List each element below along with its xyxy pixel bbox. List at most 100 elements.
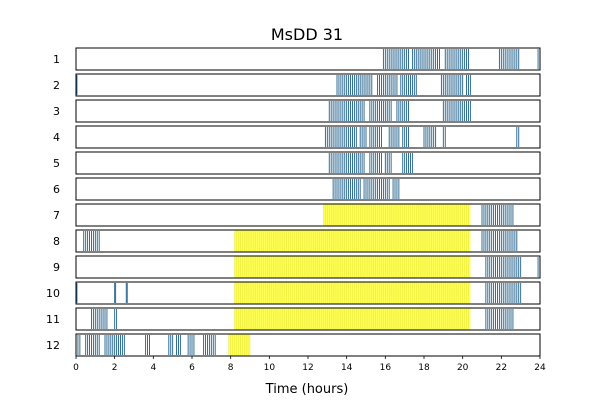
activity-bout: [324, 127, 357, 147]
activity-bout: [400, 75, 417, 95]
x-axis-label: Time (hours): [265, 382, 349, 397]
activity-bout: [485, 257, 522, 277]
day-row-9: 9: [53, 255, 541, 279]
row-frame: [75, 229, 541, 253]
activity-bout: [444, 49, 469, 69]
activity-bout: [110, 335, 125, 355]
row-frame: [75, 255, 541, 279]
activity-bout: [377, 179, 390, 199]
row-label: 10: [46, 287, 60, 300]
activity-bout: [392, 179, 400, 199]
row-label: 3: [53, 105, 60, 118]
row-frame: [75, 73, 541, 97]
activity-bout: [481, 231, 518, 251]
x-tick-label: 18: [418, 363, 430, 373]
activity-bout: [423, 127, 437, 147]
activity-bout: [336, 75, 373, 95]
activity-bout: [396, 101, 409, 121]
activity-bout: [83, 231, 100, 251]
row-frame: [75, 307, 541, 331]
activity-bout: [203, 335, 216, 355]
activity-bout: [114, 309, 118, 329]
activity-bout: [104, 335, 110, 355]
day-row-4: 4: [53, 125, 541, 149]
activity-bout: [359, 127, 367, 147]
activity-bout: [481, 205, 514, 225]
activity-bout: [91, 309, 108, 329]
activity-bout: [114, 283, 117, 303]
activity-bout: [442, 127, 446, 147]
row-label: 1: [53, 53, 60, 66]
day-row-7: 7: [53, 203, 541, 227]
activity-bout: [168, 335, 174, 355]
day-row-12: 12: [46, 333, 541, 357]
day-row-3: 3: [53, 99, 541, 123]
row-label: 5: [53, 157, 60, 170]
highlight-texture: [234, 257, 469, 277]
row-frame: [75, 203, 541, 227]
activity-bout: [369, 127, 382, 147]
row-label: 12: [46, 339, 60, 352]
row-label: 11: [46, 313, 60, 326]
highlight-texture: [234, 309, 469, 329]
activity-bout: [369, 153, 382, 173]
day-row-2: 2: [53, 73, 541, 97]
activity-bout: [377, 75, 398, 95]
activity-bout: [328, 153, 365, 173]
x-tick-label: 2: [112, 363, 118, 373]
x-tick-label: 14: [341, 363, 353, 373]
x-tick-label: 20: [457, 363, 469, 373]
highlight-texture: [234, 283, 469, 303]
activity-bout: [369, 101, 392, 121]
activity-bout: [328, 101, 365, 121]
x-tick-label: 10: [264, 363, 276, 373]
activity-bout: [145, 335, 150, 355]
activity-bout: [176, 335, 181, 355]
activity-bout: [485, 309, 514, 329]
day-row-6: 6: [53, 177, 541, 201]
activity-bout: [332, 179, 361, 199]
activity-bout: [85, 335, 100, 355]
day-row-11: 11: [46, 307, 541, 331]
row-label: 9: [53, 261, 60, 274]
row-frame: [75, 99, 541, 123]
x-axis: 0 2 4 6 8 10 12 14 16 18 20 22 24: [73, 356, 546, 373]
day-row-10: 10: [46, 281, 541, 305]
day-row-5: 5: [53, 151, 541, 175]
row-frame: [75, 47, 541, 71]
row-label: 7: [53, 209, 60, 222]
x-tick-label: 12: [302, 363, 313, 373]
row-frame: [75, 125, 541, 149]
activity-bout: [466, 75, 471, 95]
x-tick-label: 24: [534, 363, 546, 373]
row-label: 2: [53, 79, 60, 92]
x-tick-label: 0: [73, 363, 79, 373]
activity-bout: [382, 49, 409, 69]
highlight-band: [228, 334, 250, 356]
activity-bout: [125, 283, 128, 303]
row-label: 8: [53, 235, 60, 248]
highlight-texture: [228, 335, 251, 355]
activity-bout: [411, 49, 440, 69]
highlight-texture: [323, 205, 469, 225]
activity-bout: [363, 179, 377, 199]
activity-bout: [187, 335, 195, 355]
activity-bout: [516, 127, 520, 147]
row-label: 6: [53, 183, 60, 196]
x-tick-label: 8: [228, 363, 234, 373]
day-row-1: 1: [53, 47, 541, 71]
row-frame: [75, 151, 541, 175]
row-frame: [75, 177, 541, 201]
row-frame: [75, 281, 541, 305]
activity-bout: [388, 127, 400, 147]
activity-bout: [402, 153, 413, 173]
activity-bout: [75, 335, 81, 355]
x-tick-label: 4: [150, 363, 156, 373]
x-tick-label: 22: [496, 363, 507, 373]
highlight-texture: [234, 231, 469, 251]
activity-bout: [440, 75, 464, 95]
activity-bout: [402, 127, 409, 147]
activity-bout: [498, 49, 520, 69]
